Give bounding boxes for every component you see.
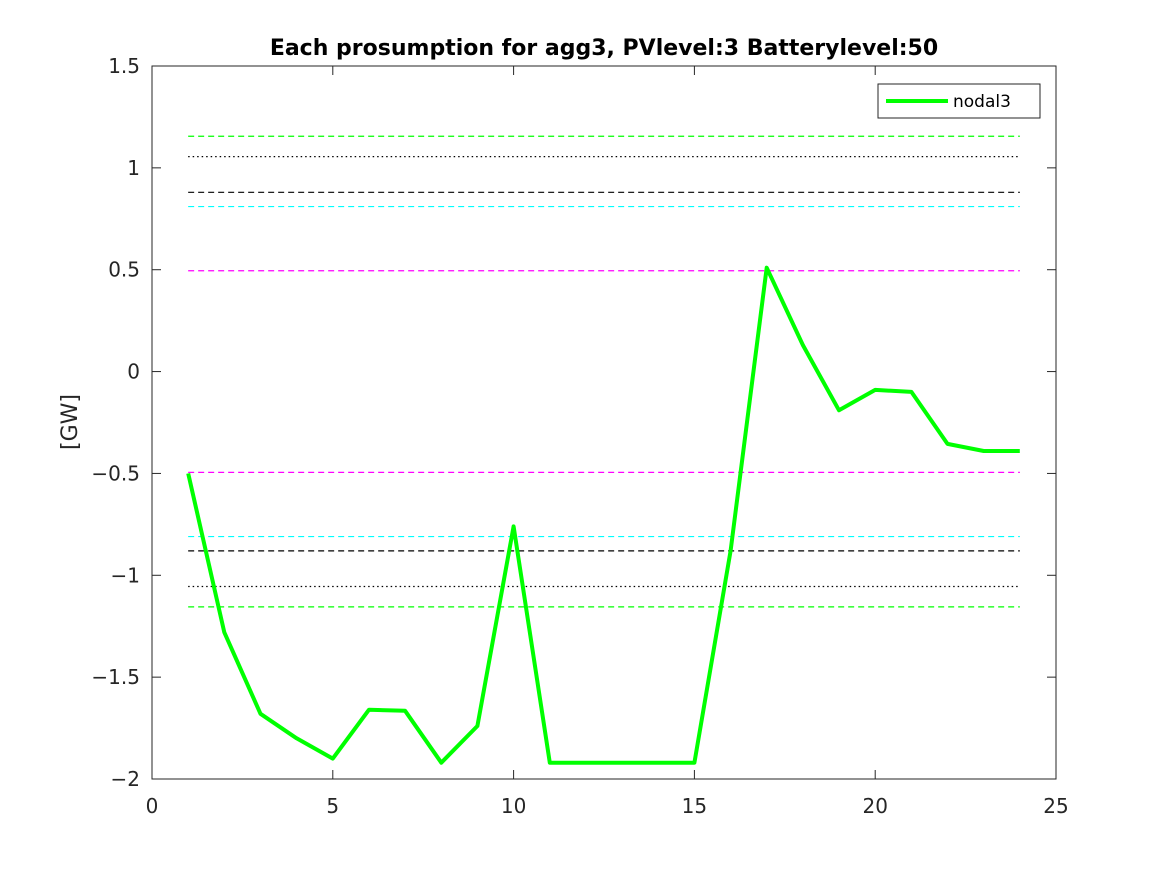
x-tick-label: 0	[146, 794, 159, 818]
x-axis: 0 5 10 15 20 25	[146, 66, 1069, 818]
reference-lines	[188, 135, 1020, 608]
y-tick-label: −0.5	[91, 461, 140, 485]
plot-area	[152, 66, 1056, 779]
legend: nodal3	[877, 83, 1041, 119]
y-tick-label: −2	[111, 767, 140, 791]
x-tick-label: 20	[862, 794, 887, 818]
series-line-nodal3	[186, 265, 1020, 765]
y-tick-label: −1.5	[91, 665, 140, 689]
x-tick-label: 5	[326, 794, 339, 818]
y-tick-label: −1	[111, 563, 140, 587]
x-tick-label: 15	[682, 794, 707, 818]
y-tick-label: 1.5	[108, 54, 140, 78]
y-tick-label: 0	[127, 360, 140, 384]
y-tick-label: 1	[127, 156, 140, 180]
series-layer	[186, 265, 1020, 765]
chart-title: Each prosumption for agg3, PVlevel:3 Bat…	[270, 36, 938, 61]
legend-label-nodal3: nodal3	[953, 92, 1011, 112]
x-tick-label: 25	[1043, 794, 1068, 818]
y-axis-label: [GW]	[58, 394, 83, 450]
axes-box	[151, 65, 1057, 780]
x-tick-label: 10	[501, 794, 526, 818]
y-axis: −2 −1.5 −1 −0.5 0 0.5 1 1.5	[91, 54, 1056, 791]
y-tick-label: 0.5	[108, 258, 140, 282]
